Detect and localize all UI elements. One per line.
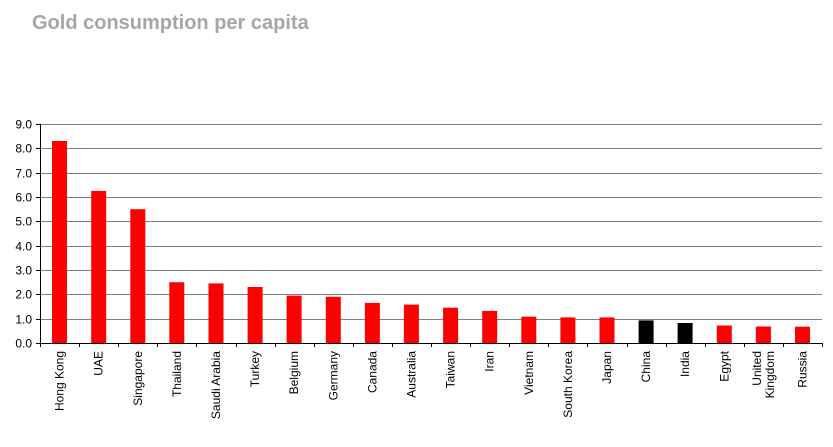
axes (36, 124, 823, 347)
y-axis-tick-labels: 0.0 1.0 2.0 3.0 4.0 5.0 6.0 7.0 8.0 9.0 (15, 118, 32, 351)
bar-india (677, 323, 693, 343)
y-tick-label: 0.0 (15, 337, 32, 351)
bar-australia (403, 304, 419, 343)
x-tick-label: UnitedKingdom (750, 351, 777, 398)
x-tick-label: Belgium (287, 351, 301, 394)
bar-canada (364, 302, 380, 343)
y-tick-label: 7.0 (15, 167, 32, 181)
bar-uae (91, 190, 107, 343)
bar-thailand (169, 282, 185, 343)
y-tick-label: 9.0 (15, 118, 32, 132)
bar-iran (482, 310, 498, 343)
x-tick-label: Iran (483, 351, 497, 372)
x-tick-label: India (678, 351, 692, 377)
y-tick-label: 6.0 (15, 191, 32, 205)
bar-vietnam (521, 316, 537, 343)
x-tick-label: Singapore (131, 351, 145, 406)
bar-singapore (130, 209, 146, 343)
bar-united-kingdom (755, 326, 771, 343)
x-tick-label: Egypt (717, 350, 731, 381)
bar-belgium (286, 295, 302, 343)
x-tick-label: South Korea (561, 351, 575, 418)
x-tick-label: Vietnam (522, 351, 536, 395)
bar-saudi-arabia (208, 283, 224, 343)
gridlines (40, 124, 822, 320)
x-tick-label: China (639, 351, 653, 383)
x-tick-label: Thailand (170, 351, 184, 397)
y-tick-label: 2.0 (15, 288, 32, 302)
bar-japan (599, 317, 615, 343)
bar-germany (325, 296, 341, 343)
x-tick-label: Turkey (248, 351, 262, 387)
y-tick-label: 4.0 (15, 240, 32, 254)
y-tick-label: 8.0 (15, 142, 32, 156)
x-tick-label: Japan (600, 351, 614, 384)
bar-taiwan (443, 307, 459, 343)
x-tick-label: Saudi Arabia (209, 351, 223, 419)
x-tick-label: Taiwan (444, 351, 458, 388)
x-tick-label: Russia (795, 351, 809, 388)
bar-turkey (247, 287, 263, 343)
bar-egypt (716, 325, 732, 343)
y-tick-label: 3.0 (15, 264, 32, 278)
x-tick-label: Hong Kong (53, 351, 67, 411)
bar-hong-kong (52, 141, 67, 343)
chart-title: Gold consumption per capita (32, 12, 309, 34)
x-tick-label: Australia (404, 351, 418, 398)
x-axis-tick-labels: Hong Kong UAE Singapore Thailand Saudi Arabi… (53, 350, 810, 419)
bar-russia (795, 326, 810, 343)
bar-south-korea (560, 317, 576, 343)
bars (52, 141, 810, 343)
y-tick-label: 1.0 (15, 313, 32, 327)
y-tick-label: 5.0 (15, 215, 32, 229)
x-tick-label: Germany (326, 351, 340, 400)
x-tick-label: UAE (92, 351, 106, 376)
bar-china (638, 320, 654, 343)
x-tick-label: Canada (365, 351, 379, 393)
